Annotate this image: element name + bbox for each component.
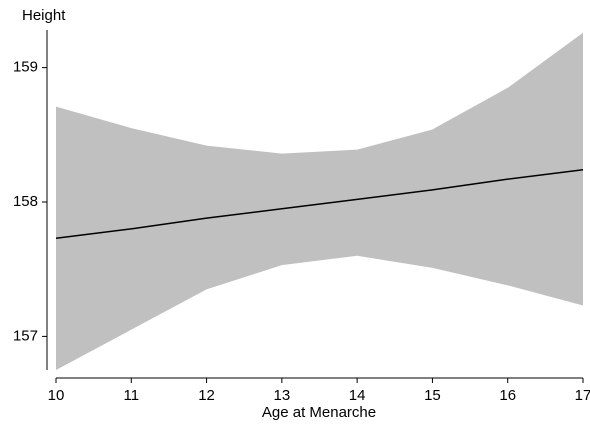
fit-line <box>55 169 584 240</box>
x-tick-label: 13 <box>274 387 291 404</box>
y-tick-label: 159 <box>13 59 38 76</box>
y-tick-label: 157 <box>13 327 38 344</box>
x-tick-label: 16 <box>499 387 516 404</box>
x-tick-label: 14 <box>349 387 366 404</box>
x-tick-label: 17 <box>575 387 590 404</box>
y-tick-label: 158 <box>13 193 38 210</box>
x-tick-label: 11 <box>123 387 139 404</box>
x-tick-label: 12 <box>198 387 215 404</box>
x-tick-label: 10 <box>48 387 65 404</box>
x-tick-label: 15 <box>424 387 441 404</box>
x-axis-label: Age at Menarche <box>262 404 376 421</box>
confidence-band <box>56 32 583 371</box>
chart-title: Height <box>22 7 66 24</box>
